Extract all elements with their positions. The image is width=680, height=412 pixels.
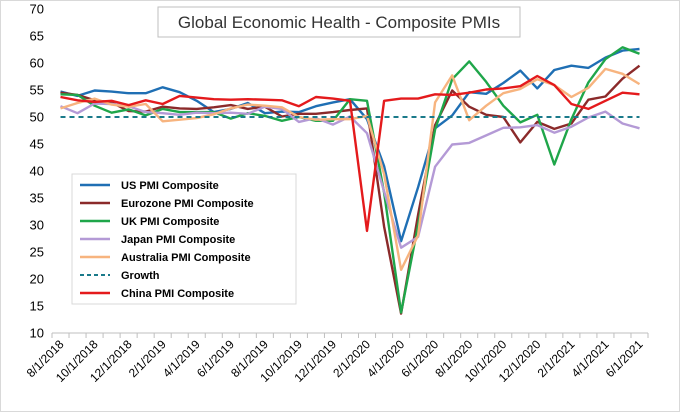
y-tick-label: 45 [30,137,44,152]
y-tick-label: 10 [30,326,44,341]
y-tick-label: 55 [30,83,44,98]
legend-label: Eurozone PMI Composite [121,198,254,210]
y-tick-label: 30 [30,218,44,233]
series-line-china-pmi-composite [60,74,640,233]
series-lines [60,46,641,315]
y-tick-label: 40 [30,164,44,179]
y-tick-label: 35 [30,191,44,206]
y-tick-label: 65 [30,29,44,44]
series-line-uk-pmi-composite [60,46,640,314]
y-tick-label: 15 [30,299,44,314]
legend-label: Growth [121,270,160,282]
y-tick-label: 25 [30,245,44,260]
chart-title-box: Global Economic Health - Composite PMIs [157,6,521,38]
legend-label: UK PMI Composite [121,216,219,228]
legend: US PMI Composite Eurozone PMI Composite UK… [71,173,297,305]
legend-label: Japan PMI Composite [121,234,235,246]
y-tick-label: 50 [30,110,44,125]
y-tick-label: 20 [30,272,44,287]
legend-label: China PMI Composite [121,288,234,300]
title-box-frame [157,6,521,38]
y-tick-label: 60 [30,56,44,71]
series-line-australia-pmi-composite [60,67,641,271]
legend-label: Australia PMI Composite [121,252,251,264]
y-tick-label: 70 [30,2,44,17]
y-axis-ticks: 10 15 20 25 30 35 40 45 50 55 60 65 70 [30,2,44,341]
chart-title: Global Economic Health - Composite PMIs [178,13,500,32]
legend-label: US PMI Composite [121,180,219,192]
